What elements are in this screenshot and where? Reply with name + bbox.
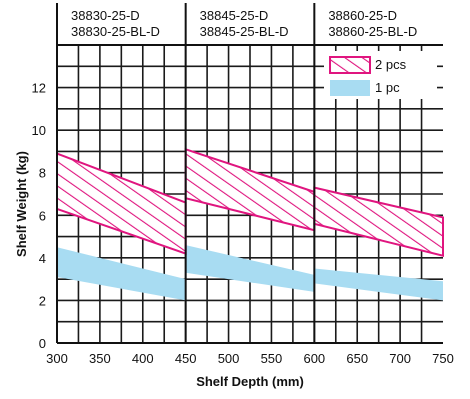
y-tick-label: 6 [39,208,46,223]
y-tick-label: 10 [32,123,46,138]
x-tick-label: 750 [432,351,454,366]
y-axis-title: Shelf Weight (kg) [14,151,29,257]
legend: 2 pcs 1 pc [324,51,437,99]
x-tick-label: 600 [303,351,325,366]
legend-swatch-2pcs [329,56,371,74]
legend-label-2pcs: 2 pcs [375,57,407,72]
legend-swatch-1pc [330,80,370,96]
model-label-1-top: 38845-25-D [200,8,269,23]
y-tick-label: 8 [39,166,46,181]
model-label-0-top: 38830-25-D [71,8,140,23]
x-tick-label: 350 [89,351,111,366]
legend-label-1pc: 1 pc [375,80,400,95]
y-tick-label: 4 [39,251,46,266]
x-tick-label: 450 [175,351,197,366]
x-axis-title: Shelf Depth (mm) [196,374,304,389]
model-label-0-bottom: 38830-25-BL-D [71,24,160,39]
x-tick-label: 700 [389,351,411,366]
series-1-band-1 [185,245,315,292]
model-label-1-bottom: 38845-25-BL-D [200,24,289,39]
y-tick-label: 12 [32,81,46,96]
frame-layer [56,3,443,344]
y-tick-label: 0 [39,336,46,351]
x-tick-label: 500 [218,351,240,366]
series-1-band-0 [57,247,186,301]
x-tick-label: 300 [46,351,68,366]
model-label-2-top: 38860-25-D [328,8,397,23]
y-tick-label: 2 [39,293,46,308]
x-tick-label: 550 [261,351,283,366]
model-label-2-bottom: 38860-25-BL-D [328,24,417,39]
series-1-band-2 [314,268,443,301]
x-tick-label: 650 [346,351,368,366]
x-tick-label: 400 [132,351,154,366]
